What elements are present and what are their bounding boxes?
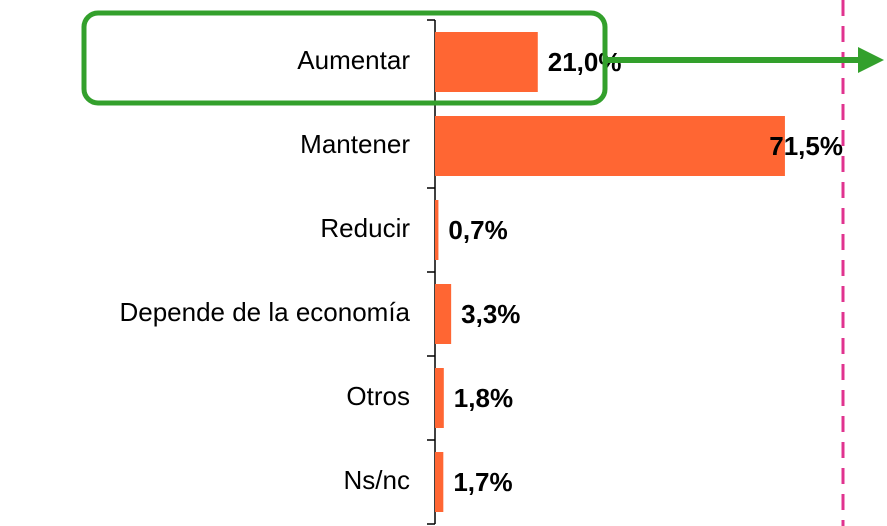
value-label: 71,5% — [769, 131, 843, 161]
category-label: Otros — [346, 381, 410, 411]
bar — [435, 32, 538, 92]
value-label: 1,8% — [454, 383, 513, 413]
category-label: Depende de la economía — [119, 297, 410, 327]
bar — [435, 284, 452, 344]
value-label: 0,7% — [448, 215, 507, 245]
value-label: 1,7% — [453, 467, 512, 497]
category-label: Reducir — [320, 213, 410, 243]
plot: Aumentar 21,0%Mantener 71,5%Reducir 0,7%Dep… — [119, 19, 843, 525]
category-label: Aumentar — [297, 45, 410, 75]
category-label: Mantener — [300, 129, 410, 159]
category-label: Ns/nc — [344, 465, 410, 495]
bar — [435, 368, 444, 428]
arrow-head — [858, 47, 884, 73]
bar — [435, 116, 785, 176]
bar — [435, 452, 444, 512]
value-label: 3,3% — [461, 299, 520, 329]
bar — [435, 200, 439, 260]
